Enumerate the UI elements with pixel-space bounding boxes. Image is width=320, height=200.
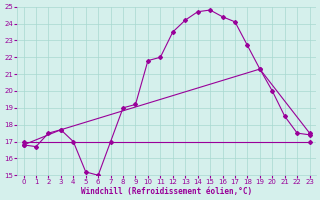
X-axis label: Windchill (Refroidissement éolien,°C): Windchill (Refroidissement éolien,°C) — [81, 187, 252, 196]
